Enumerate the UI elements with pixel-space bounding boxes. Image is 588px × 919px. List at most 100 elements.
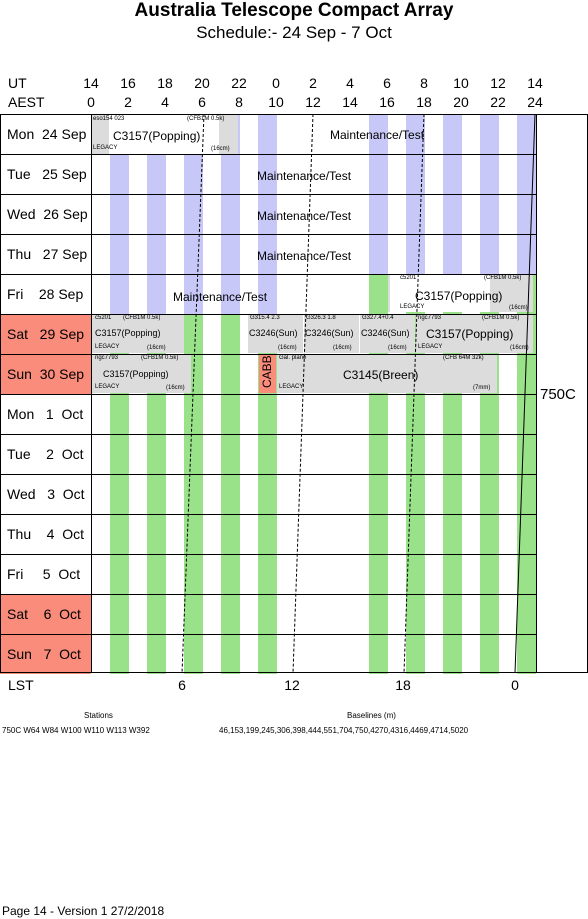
night-stripe <box>147 594 166 634</box>
night-stripe <box>110 434 129 474</box>
array-config-panel: 750C <box>537 114 588 673</box>
day-label: Tue 2 Oct <box>7 446 84 462</box>
schedule-grid: Mon 24 Sep Tue 25 Sep Wed 26 Sep Thu 27 Sep… <box>0 114 537 674</box>
aest-tick: 2 <box>124 94 132 110</box>
row-divider <box>0 474 537 475</box>
night-stripe <box>443 554 462 594</box>
source-id: G327.4+0.4 <box>362 315 394 321</box>
night-stripe <box>221 514 240 554</box>
band-label: (16cm) <box>333 345 352 351</box>
source-id: ngc7793 <box>418 315 442 321</box>
night-stripe <box>110 514 129 554</box>
night-stripe <box>369 394 388 434</box>
night-stripe <box>147 274 166 314</box>
night-stripe <box>517 514 536 554</box>
band-label: (7mm) <box>473 385 491 391</box>
night-stripe <box>480 514 499 554</box>
night-stripe <box>369 434 388 474</box>
night-stripe <box>147 634 166 674</box>
night-stripe <box>480 194 499 234</box>
row-divider <box>0 274 537 275</box>
observation-block[interactable]: ngc7793 (CFB1M 0.5k) C3157(Popping) LEGA… <box>91 354 191 393</box>
night-stripe <box>110 634 129 674</box>
night-stripe <box>221 394 240 434</box>
day-column-divider <box>91 114 92 673</box>
night-stripe <box>221 594 240 634</box>
project-name: C3157(Popping) <box>113 129 201 143</box>
ut-tick: 2 <box>309 75 317 91</box>
night-stripe <box>258 474 277 514</box>
project-name: C3246(Sun) <box>305 328 354 338</box>
night-stripe <box>406 234 425 274</box>
ut-tick: 14 <box>527 75 543 91</box>
ut-tick: 6 <box>383 75 391 91</box>
night-stripe <box>258 154 277 194</box>
ut-tick: 18 <box>157 75 173 91</box>
aest-tick: 0 <box>87 94 95 110</box>
config-label: (CFB1M 0.5k) <box>123 315 161 321</box>
row-divider <box>0 394 537 395</box>
lst-line-0 <box>514 114 536 673</box>
night-stripe <box>147 514 166 554</box>
aest-tick: 22 <box>490 94 506 110</box>
legacy-tag: LEGACY <box>93 145 118 151</box>
night-stripe <box>406 594 425 634</box>
night-stripe <box>443 514 462 554</box>
night-stripe <box>443 154 462 194</box>
day-label: Sat 6 Oct <box>0 594 91 634</box>
observation-block[interactable]: c5201 (CFB1M 0.5k) C3157(Popping) LEGACY… <box>91 314 184 353</box>
night-stripe <box>369 634 388 674</box>
stations-title: Stations <box>84 711 113 720</box>
night-stripe <box>369 274 388 314</box>
row-divider <box>0 154 537 155</box>
observation-block[interactable]: ngc7793 (CFB1M 0.5k) C3157(Popping) LEGA… <box>416 314 533 353</box>
project-name: C3246(Sun) <box>249 328 298 338</box>
night-stripe <box>258 434 277 474</box>
lst-lines <box>181 114 536 673</box>
band-label: (16cm) <box>509 305 528 311</box>
band-label: (16cm) <box>278 345 297 351</box>
cabb-block[interactable]: CABB <box>259 354 276 393</box>
legacy-tag: LEGACY <box>418 344 443 350</box>
night-stripe <box>369 554 388 594</box>
night-stripe <box>258 514 277 554</box>
project-name: C3246(Sun) <box>361 328 410 338</box>
aest-tick: 12 <box>305 94 321 110</box>
legacy-tag: LEGACY <box>279 384 304 390</box>
maintenance-label: Maintenance/Test <box>257 169 352 183</box>
night-stripe <box>480 594 499 634</box>
night-stripe <box>443 434 462 474</box>
night-stripe <box>517 594 536 634</box>
ut-tick: 8 <box>420 75 428 91</box>
night-stripe <box>406 514 425 554</box>
observation-block[interactable]: Gal. plane (CFB 64M 32k) C3145(Breen) LE… <box>277 354 497 393</box>
night-stripe <box>184 154 203 194</box>
baselines-value: 46,153,199,245,306,398,444,551,704,750,4… <box>219 726 469 735</box>
night-stripe <box>517 354 536 394</box>
observation-block[interactable]: eso154 023 (CFB1M 0.5k) C3157(Popping) L… <box>91 115 238 154</box>
row-divider <box>0 634 537 635</box>
row-divider <box>0 194 537 195</box>
observation-block[interactable]: G326.3 1.8 C3246(Sun) (16cm) <box>304 314 359 353</box>
lst-line-12 <box>292 114 314 673</box>
observation-block[interactable]: c5201 (CFB1M 0.5k) C3157(Popping) LEGACY… <box>388 274 533 312</box>
band-label: (16cm) <box>211 146 230 152</box>
night-stripe <box>443 114 462 154</box>
observation-block[interactable]: G315.4 2.3 C3246(Sun) (16cm) <box>248 314 303 353</box>
band-label: (16cm) <box>388 345 407 351</box>
source-id: G326.3 1.8 <box>306 315 336 321</box>
night-stripe <box>147 234 166 274</box>
night-stripe <box>406 394 425 434</box>
night-stripe <box>110 274 129 314</box>
night-stripe <box>184 594 203 634</box>
config-label: (CFB1M 0.5k) <box>187 116 225 122</box>
day-label: Mon 24 Sep <box>7 126 87 142</box>
project-name: C3157(Popping) <box>415 289 503 303</box>
observation-block[interactable]: G327.4+0.4 C3246(Sun) (16cm) <box>360 314 415 353</box>
night-stripe <box>443 234 462 274</box>
night-stripe <box>480 154 499 194</box>
night-stripe <box>221 634 240 674</box>
night-stripe <box>443 594 462 634</box>
night-stripe <box>517 114 536 154</box>
night-stripe <box>443 474 462 514</box>
